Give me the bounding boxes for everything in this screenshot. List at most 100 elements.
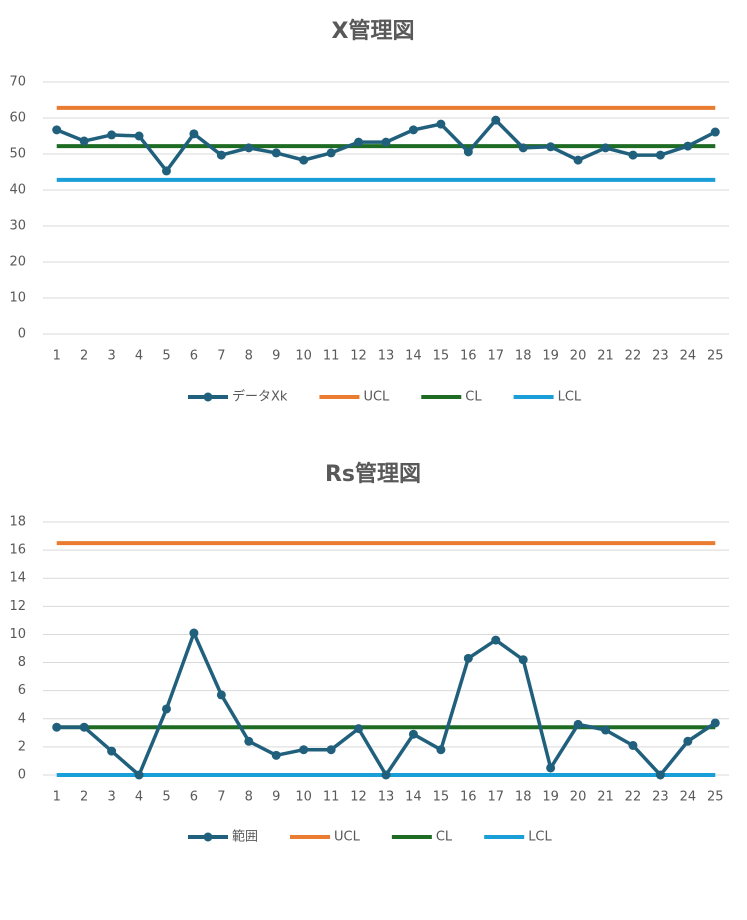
data-point (354, 724, 364, 734)
data-point (683, 736, 693, 746)
data-point (491, 115, 501, 125)
x-tick-label: 10 (295, 790, 312, 805)
x-tick-label: 20 (570, 349, 587, 364)
y-tick-label: 8 (18, 655, 26, 670)
data-point (244, 736, 254, 746)
x-tick-label: 21 (597, 790, 614, 805)
chart-title: Rs管理図 (325, 461, 421, 487)
data-point (216, 690, 226, 700)
x-tick-label: 10 (295, 349, 312, 364)
data-point (107, 746, 117, 756)
data-point (655, 150, 665, 160)
data-point (601, 725, 611, 735)
legend-label: CL (465, 390, 482, 405)
data-point (271, 750, 281, 760)
x-tick-label: 2 (80, 790, 88, 805)
legend-label: UCL (334, 830, 361, 845)
x-tick-label: 3 (107, 349, 115, 364)
x-tick-label: 12 (350, 790, 367, 805)
y-tick-label: 2 (18, 739, 26, 754)
data-point (573, 155, 583, 165)
data-point (436, 119, 446, 129)
x-tick-label: 22 (625, 790, 642, 805)
legend-label: CL (436, 830, 453, 845)
legend-label: 範囲 (232, 830, 258, 845)
legend-label: データXk (232, 389, 288, 405)
x-tick-label: 2 (80, 349, 88, 364)
x-tick-label: 14 (405, 349, 422, 364)
data-point (271, 148, 281, 158)
data-point (463, 653, 473, 663)
x-tick-label: 8 (245, 349, 253, 364)
x-tick-label: 1 (53, 349, 61, 364)
x-tick-label: 8 (245, 790, 253, 805)
x-tick-label: 20 (570, 790, 587, 805)
y-tick-label: 14 (9, 571, 26, 586)
x-tick-label: 11 (323, 349, 340, 364)
legend-marker (203, 832, 213, 842)
y-tick-label: 6 (18, 683, 26, 698)
data-point (491, 635, 501, 645)
x-tick-label: 9 (272, 349, 280, 364)
x-tick-label: 12 (350, 349, 367, 364)
x-tick-label: 1 (53, 790, 61, 805)
data-point (710, 127, 720, 137)
data-point (354, 137, 364, 147)
data-point (161, 704, 171, 714)
x-tick-label: 11 (323, 790, 340, 805)
x-tick-label: 13 (378, 790, 395, 805)
x-tick-label: 5 (162, 349, 170, 364)
data-point (299, 745, 309, 755)
x-tick-label: 23 (652, 349, 669, 364)
x-tick-label: 9 (272, 790, 280, 805)
y-tick-label: 70 (9, 75, 26, 90)
data-point (546, 142, 556, 152)
data-point (161, 166, 171, 176)
data-point (601, 143, 611, 153)
data-point (79, 136, 89, 146)
chart-title: X管理図 (332, 18, 415, 44)
data-point (408, 729, 418, 739)
data-point (381, 137, 391, 147)
x-tick-label: 14 (405, 790, 422, 805)
y-tick-label: 10 (9, 627, 26, 642)
y-tick-label: 40 (9, 183, 26, 198)
series-line (56, 631, 717, 777)
legend-label: UCL (363, 390, 390, 405)
data-point (79, 722, 89, 732)
x-tick-label: 7 (217, 790, 225, 805)
data-point (189, 628, 199, 638)
x-tick-label: 4 (135, 349, 143, 364)
y-tick-label: 50 (9, 147, 26, 162)
x-tick-label: 21 (597, 349, 614, 364)
data-point (52, 125, 62, 135)
data-point (546, 763, 556, 773)
y-tick-label: 12 (9, 599, 26, 614)
data-point (436, 745, 446, 755)
legend-marker (203, 392, 213, 402)
x-tick-label: 6 (190, 790, 198, 805)
x-tick-label: 3 (107, 790, 115, 805)
data-point (408, 125, 418, 135)
data-point (189, 129, 199, 139)
y-tick-label: 0 (18, 768, 26, 783)
x-tick-label: 19 (542, 790, 559, 805)
data-point (628, 150, 638, 160)
data-point (244, 143, 254, 153)
data-point (381, 770, 391, 780)
x-tick-label: 25 (707, 349, 724, 364)
x-tick-label: 18 (515, 790, 532, 805)
data-point (518, 143, 528, 153)
data-point (216, 150, 226, 160)
data-point (299, 155, 309, 165)
y-tick-label: 60 (9, 111, 26, 126)
y-tick-label: 4 (18, 711, 26, 726)
x-tick-label: 6 (190, 349, 198, 364)
x-tick-label: 16 (460, 349, 477, 364)
x-tick-label: 4 (135, 790, 143, 805)
x-tick-label: 15 (433, 349, 450, 364)
data-point (573, 719, 583, 729)
data-point (628, 740, 638, 750)
y-tick-label: 20 (9, 255, 26, 270)
x-tick-label: 24 (680, 790, 697, 805)
